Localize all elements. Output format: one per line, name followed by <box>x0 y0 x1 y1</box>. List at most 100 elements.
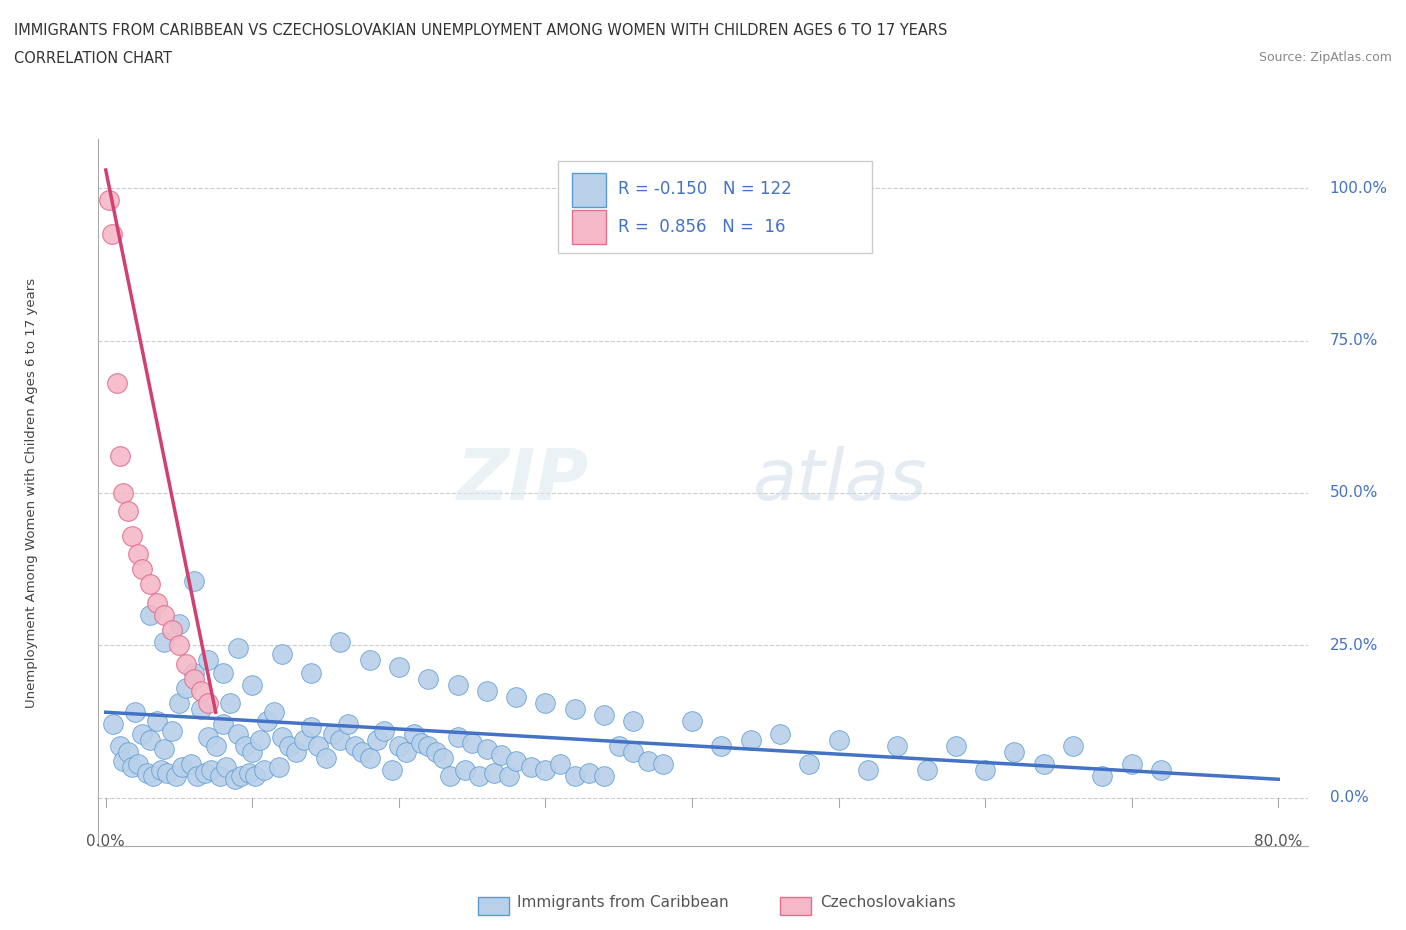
Text: 25.0%: 25.0% <box>1330 638 1378 653</box>
Point <box>238 765 260 780</box>
Point <box>153 635 176 650</box>
Bar <box>572 210 606 244</box>
Point <box>131 562 153 577</box>
Point <box>1150 763 1173 777</box>
Point <box>263 705 285 720</box>
Point <box>138 577 160 591</box>
Point <box>101 717 124 732</box>
Point <box>183 665 205 680</box>
Point <box>329 732 352 747</box>
Text: ZIP: ZIP <box>457 446 589 515</box>
Point <box>432 751 454 765</box>
Text: 75.0%: 75.0% <box>1330 333 1378 348</box>
Point <box>548 757 571 772</box>
Point <box>352 744 374 759</box>
Point <box>578 765 600 780</box>
Point <box>278 738 301 753</box>
Point <box>373 724 395 738</box>
Point <box>827 732 849 747</box>
Point <box>409 736 432 751</box>
Point <box>475 684 498 698</box>
Point <box>167 696 190 711</box>
Point <box>97 193 120 208</box>
Point <box>380 763 402 777</box>
Point <box>156 765 179 780</box>
Point <box>505 753 527 768</box>
Point <box>402 726 425 741</box>
Point <box>534 763 557 777</box>
Point <box>491 748 513 763</box>
Point <box>165 769 187 784</box>
Point <box>388 738 411 753</box>
Point <box>637 753 659 768</box>
Point <box>505 689 527 704</box>
Text: 50.0%: 50.0% <box>1330 485 1378 500</box>
Point <box>160 622 183 637</box>
Point <box>204 738 226 753</box>
Point <box>681 714 703 729</box>
Point <box>197 653 219 668</box>
Point <box>270 647 292 662</box>
Point <box>915 763 938 777</box>
Point <box>359 751 381 765</box>
Text: Czechoslovakians: Czechoslovakians <box>820 895 956 910</box>
Point <box>285 744 308 759</box>
Point <box>446 729 468 744</box>
Point <box>270 729 292 744</box>
Point <box>197 696 219 711</box>
Point <box>131 726 153 741</box>
Text: 80.0%: 80.0% <box>1254 834 1302 849</box>
Point <box>170 760 193 775</box>
Point <box>190 702 212 717</box>
Point <box>395 744 418 759</box>
Point <box>322 726 344 741</box>
Point <box>710 738 733 753</box>
Point <box>498 769 520 784</box>
Point <box>621 744 644 759</box>
Point <box>520 760 543 775</box>
Point <box>194 765 217 780</box>
Point <box>1091 769 1114 784</box>
Text: 0.0%: 0.0% <box>1330 790 1368 805</box>
Point <box>418 671 440 686</box>
Point <box>482 765 505 780</box>
Text: 0.0%: 0.0% <box>86 834 125 849</box>
Point <box>180 757 202 772</box>
Point <box>359 653 381 668</box>
Point <box>176 656 198 671</box>
Point <box>142 769 165 784</box>
Point <box>183 574 205 589</box>
Point <box>343 738 366 753</box>
Point <box>329 635 352 650</box>
Point <box>127 547 149 562</box>
Point <box>886 738 908 753</box>
Text: Source: ZipAtlas.com: Source: ZipAtlas.com <box>1258 51 1392 64</box>
Point <box>253 763 276 777</box>
Point <box>112 485 135 500</box>
Point <box>212 665 235 680</box>
Point <box>215 760 238 775</box>
Point <box>110 449 132 464</box>
Point <box>240 744 263 759</box>
Point <box>446 677 468 692</box>
Point <box>1004 744 1026 759</box>
Point <box>233 738 256 753</box>
Point <box>475 741 498 756</box>
Point <box>245 769 267 784</box>
Point <box>534 696 557 711</box>
Point <box>209 769 232 784</box>
Point <box>110 738 132 753</box>
Point <box>461 736 484 751</box>
Point <box>183 671 205 686</box>
Point <box>124 705 146 720</box>
Point <box>299 665 322 680</box>
Point <box>200 763 222 777</box>
Point <box>799 757 821 772</box>
Point <box>256 714 278 729</box>
Point <box>117 744 139 759</box>
Point <box>240 677 263 692</box>
Text: CORRELATION CHART: CORRELATION CHART <box>14 51 172 66</box>
Point <box>121 528 143 543</box>
Point <box>224 772 246 787</box>
Point <box>292 732 315 747</box>
